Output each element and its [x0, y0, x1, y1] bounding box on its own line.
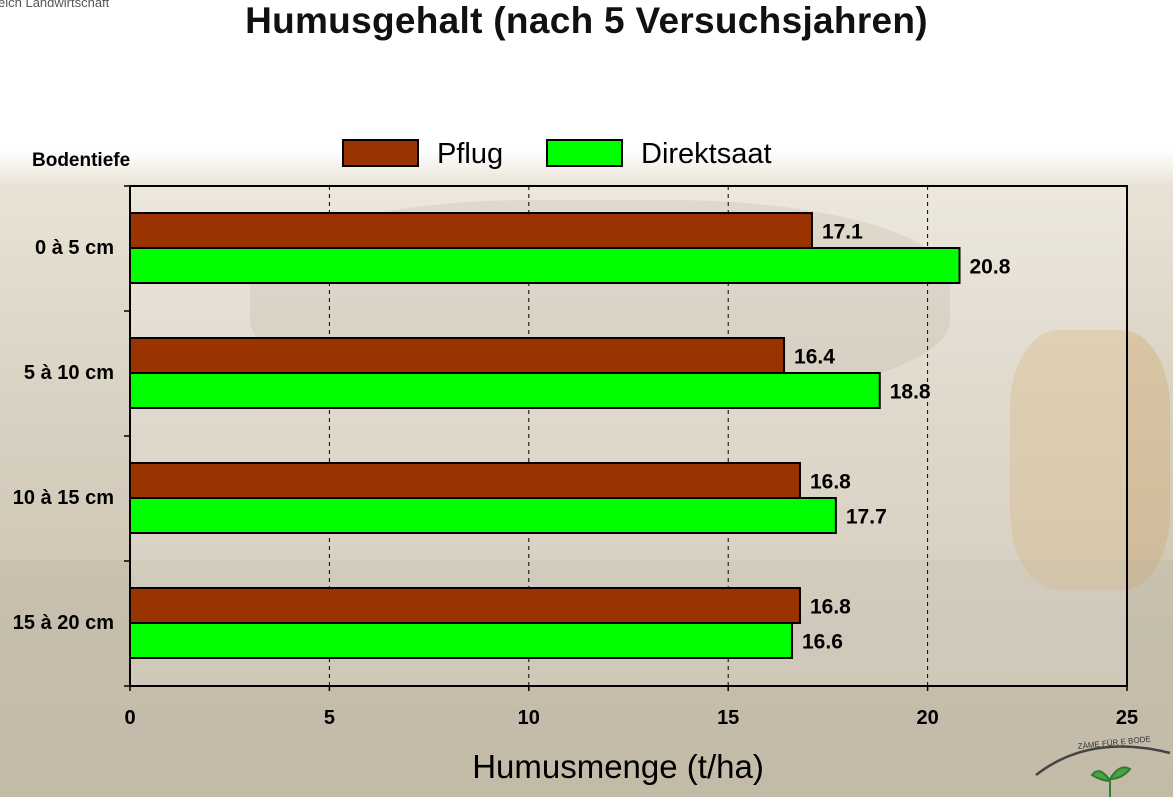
- data-label: 17.7: [846, 506, 887, 529]
- x-tick-label: 15: [717, 707, 739, 729]
- bar-direktsaat-3: [129, 622, 794, 659]
- background-photo-wheel: [1010, 330, 1170, 590]
- logo-sprout-icon: [1090, 766, 1132, 797]
- bar-pflug-2: [129, 462, 801, 499]
- chart-legend: Pflug Direktsaat: [342, 138, 772, 170]
- page-title: Humusgehalt (nach 5 Versuchsjahren): [245, 0, 928, 41]
- category-label: 15 à 20 cm: [13, 612, 114, 634]
- legend-label-direktsaat: Direktsaat: [641, 138, 772, 170]
- category-label: 5 à 10 cm: [24, 362, 114, 384]
- axis-ticks: 0 5 10 15 20 25 0 à 5 cm 5 à 10 cm 10 à 15 cm 15 …: [13, 185, 1138, 729]
- data-label: 18.8: [890, 381, 931, 404]
- data-labels: 17.1 20.8 16.4 18.8 16.8 17.7 16.8 16.6: [794, 221, 1011, 654]
- legend-label-pflug: Pflug: [437, 138, 503, 170]
- bar-direktsaat-1: [129, 372, 881, 409]
- x-axis-label: Humusmenge (t/ha): [472, 748, 764, 785]
- data-label: 16.8: [810, 471, 851, 494]
- category-label: 0 à 5 cm: [35, 237, 114, 259]
- x-tick-label: 5: [324, 707, 335, 729]
- bar-pflug-3: [129, 587, 801, 624]
- x-tick-label: 0: [124, 707, 135, 729]
- data-label: 20.8: [970, 256, 1011, 279]
- category-axis-label: Bodentiefe: [32, 150, 130, 171]
- logo: ZÄME FÜR E BODE: [1035, 735, 1171, 797]
- x-tick-label: 20: [916, 707, 938, 729]
- bar-pflug-0: [129, 212, 813, 249]
- bar-pflug-1: [129, 337, 786, 374]
- x-tick-label: 10: [518, 707, 540, 729]
- corner-caption: eich Landwirtschaft: [0, 0, 110, 10]
- data-label: 16.6: [802, 631, 843, 654]
- bar-direktsaat-2: [129, 497, 837, 534]
- logo-arc: [1035, 745, 1171, 776]
- bars: [129, 212, 961, 659]
- data-label: 16.4: [794, 346, 835, 369]
- x-tick-label: 25: [1116, 707, 1138, 729]
- data-label: 16.8: [810, 596, 851, 619]
- legend-swatch-pflug: [342, 139, 419, 167]
- bar-direktsaat-0: [129, 247, 961, 284]
- data-label: 17.1: [822, 221, 863, 244]
- legend-swatch-direktsaat: [546, 139, 623, 167]
- category-label: 10 à 15 cm: [13, 487, 114, 509]
